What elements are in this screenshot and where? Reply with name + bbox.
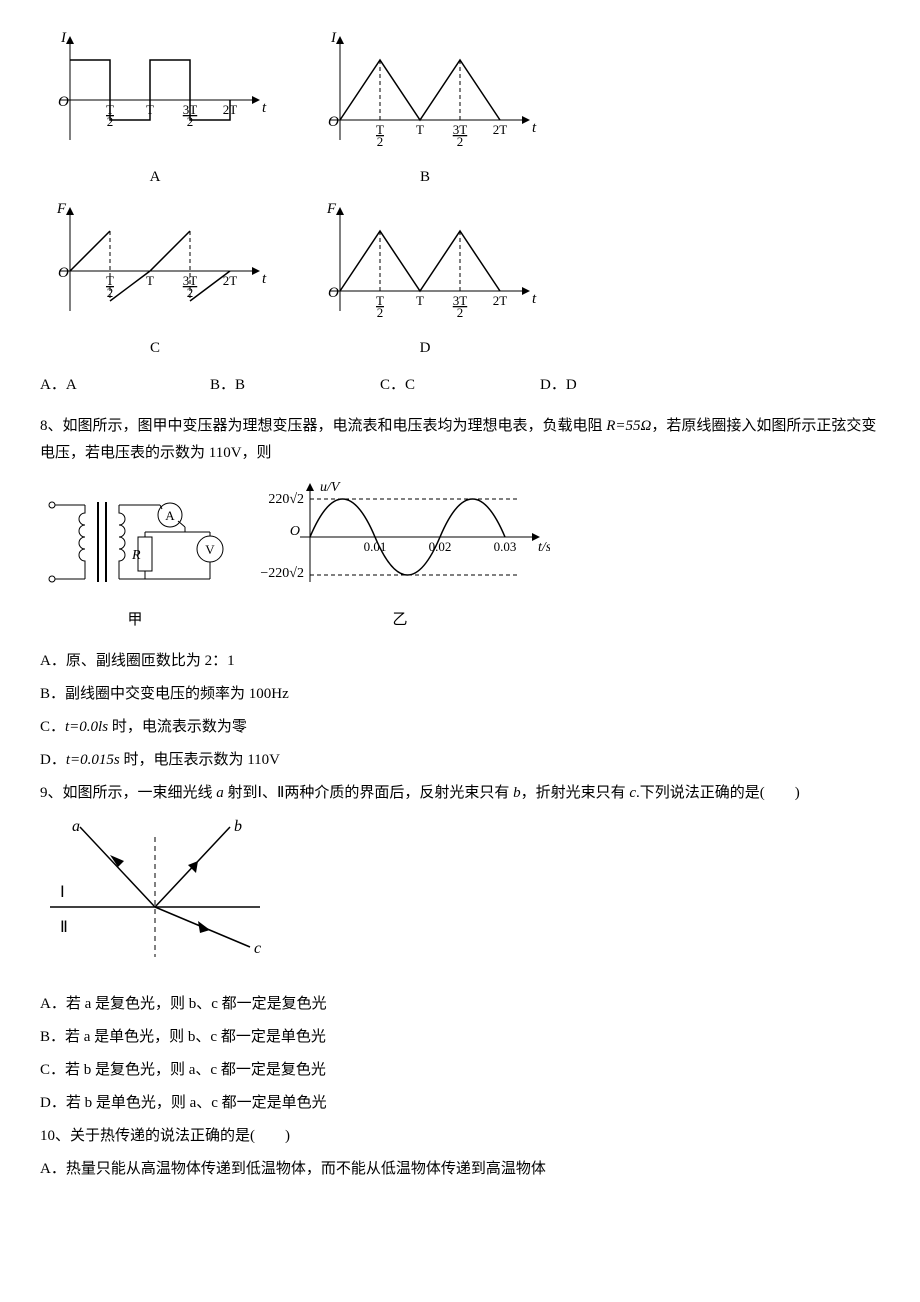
- q7-graph-row-1: I O t T 2 T 3T 2 2T A I O t: [40, 30, 880, 191]
- svg-text:0.03: 0.03: [494, 539, 517, 554]
- graph-C-svg: F O t T 2 T 3T 2 2T: [40, 201, 270, 321]
- q8-stem: 8、如图所示，图甲中变压器为理想变压器，电流表和电压表均为理想电表，负载电阻 R…: [40, 413, 880, 467]
- svg-text:T: T: [416, 122, 424, 137]
- graph-C: F O t T 2 T 3T 2 2T C: [40, 201, 270, 362]
- refraction-svg: a b c Ⅰ Ⅱ: [40, 817, 270, 967]
- q7-option-D: D．D: [540, 372, 700, 399]
- q10-stem: 10、关于热传递的说法正确的是( ): [40, 1123, 880, 1150]
- svg-text:T: T: [146, 102, 154, 117]
- svg-text:u/V: u/V: [320, 480, 341, 495]
- q10-option-A: A．热量只能从高温物体传递到低温物体，而不能从低温物体传递到高温物体: [40, 1156, 880, 1183]
- y-label: F: [326, 201, 337, 217]
- svg-text:O: O: [328, 114, 339, 130]
- svg-text:A: A: [165, 508, 175, 523]
- x-label: t: [532, 120, 537, 136]
- q7-option-B: B．B: [210, 372, 380, 399]
- svg-text:T: T: [416, 293, 424, 308]
- svg-text:V: V: [205, 542, 215, 557]
- transformer-circuit-svg: A R V: [40, 487, 230, 597]
- q9-stem: 9、如图所示，一束细光线 a 射到Ⅰ、Ⅱ两种介质的界面后，反射光束只有 b，折射…: [40, 780, 880, 807]
- svg-text:Ⅱ: Ⅱ: [60, 919, 68, 936]
- y-label: F: [56, 201, 67, 217]
- q8-option-A: A．原、副线圈匝数比为 2：1: [40, 648, 880, 675]
- svg-text:2: 2: [107, 114, 114, 129]
- q7-option-A: A．A: [40, 372, 210, 399]
- q9-option-B: B．若 a 是单色光，则 b、c 都一定是单色光: [40, 1024, 880, 1051]
- q8-fig-right-caption: 乙: [250, 607, 550, 634]
- svg-text:2T: 2T: [223, 273, 238, 288]
- graph-D-caption: D: [310, 335, 540, 362]
- svg-text:T: T: [146, 273, 154, 288]
- svg-text:2: 2: [377, 305, 384, 320]
- svg-text:2T: 2T: [493, 293, 508, 308]
- svg-text:2: 2: [187, 285, 194, 300]
- graph-A-svg: I O t T 2 T 3T 2 2T: [40, 30, 270, 150]
- graph-B-caption: B: [310, 164, 540, 191]
- svg-text:b: b: [234, 818, 242, 835]
- svg-text:O: O: [290, 524, 300, 539]
- q8-figures: A R V 甲 u/V O t/: [40, 477, 880, 634]
- graph-A-caption: A: [40, 164, 270, 191]
- x-label: t: [262, 271, 267, 287]
- q9-option-A: A．若 a 是复色光，则 b、c 都一定是复色光: [40, 991, 880, 1018]
- svg-text:0.02: 0.02: [429, 539, 452, 554]
- svg-text:O: O: [58, 265, 69, 281]
- q9-option-C: C．若 b 是复色光，则 a、c 都一定是复色光: [40, 1057, 880, 1084]
- svg-text:c: c: [254, 940, 261, 957]
- q7-options: A．A B．B C．C D．D: [40, 372, 880, 399]
- q8-fig-left-caption: 甲: [40, 607, 230, 634]
- y-label: I: [330, 30, 337, 46]
- svg-text:O: O: [328, 285, 339, 301]
- q8-fig-right: u/V O t/s 220√2 −220√2 0.01 0.02 0.03 乙: [250, 477, 550, 634]
- svg-text:a: a: [72, 818, 80, 835]
- y-label: I: [60, 30, 67, 46]
- svg-text:Ⅰ: Ⅰ: [60, 884, 65, 901]
- svg-text:2: 2: [187, 114, 194, 129]
- q8-option-C: C．t=0.0ls 时，电流表示数为零: [40, 714, 880, 741]
- svg-text:2T: 2T: [223, 102, 238, 117]
- q7-option-C: C．C: [380, 372, 540, 399]
- graph-B-svg: I O t T 2 T 3T 2 2T: [310, 30, 540, 150]
- svg-text:−220√2: −220√2: [260, 566, 304, 581]
- x-label: t: [532, 291, 537, 307]
- x-label: t: [262, 100, 267, 116]
- graph-A: I O t T 2 T 3T 2 2T A: [40, 30, 270, 191]
- svg-text:t/s: t/s: [538, 540, 550, 555]
- graph-C-caption: C: [40, 335, 270, 362]
- svg-text:220√2: 220√2: [268, 492, 304, 507]
- svg-text:2: 2: [457, 305, 464, 320]
- q7-graph-row-2: F O t T 2 T 3T 2 2T C F O t: [40, 201, 880, 362]
- svg-text:2T: 2T: [493, 122, 508, 137]
- svg-text:2: 2: [457, 134, 464, 149]
- svg-text:2: 2: [377, 134, 384, 149]
- q9-option-D: D．若 b 是单色光，则 a、c 都一定是单色光: [40, 1090, 880, 1117]
- svg-text:R: R: [131, 548, 141, 563]
- graph-D-svg: F O t T 2 T 3T 2 2T: [310, 201, 540, 321]
- q8-fig-left: A R V 甲: [40, 487, 230, 634]
- svg-text:0.01: 0.01: [364, 539, 387, 554]
- q8-option-D: D．t=0.015s 时，电压表示数为 110V: [40, 747, 880, 774]
- origin-O: O: [58, 94, 69, 110]
- svg-text:2: 2: [107, 285, 114, 300]
- sine-wave-svg: u/V O t/s 220√2 −220√2 0.01 0.02 0.03: [250, 477, 550, 597]
- graph-D: F O t T 2 T 3T 2 2T D: [310, 201, 540, 362]
- q8-option-B: B．副线圈中交变电压的频率为 100Hz: [40, 681, 880, 708]
- graph-B: I O t T 2 T 3T 2 2T B: [310, 30, 540, 191]
- q9-figure: a b c Ⅰ Ⅱ: [40, 817, 880, 977]
